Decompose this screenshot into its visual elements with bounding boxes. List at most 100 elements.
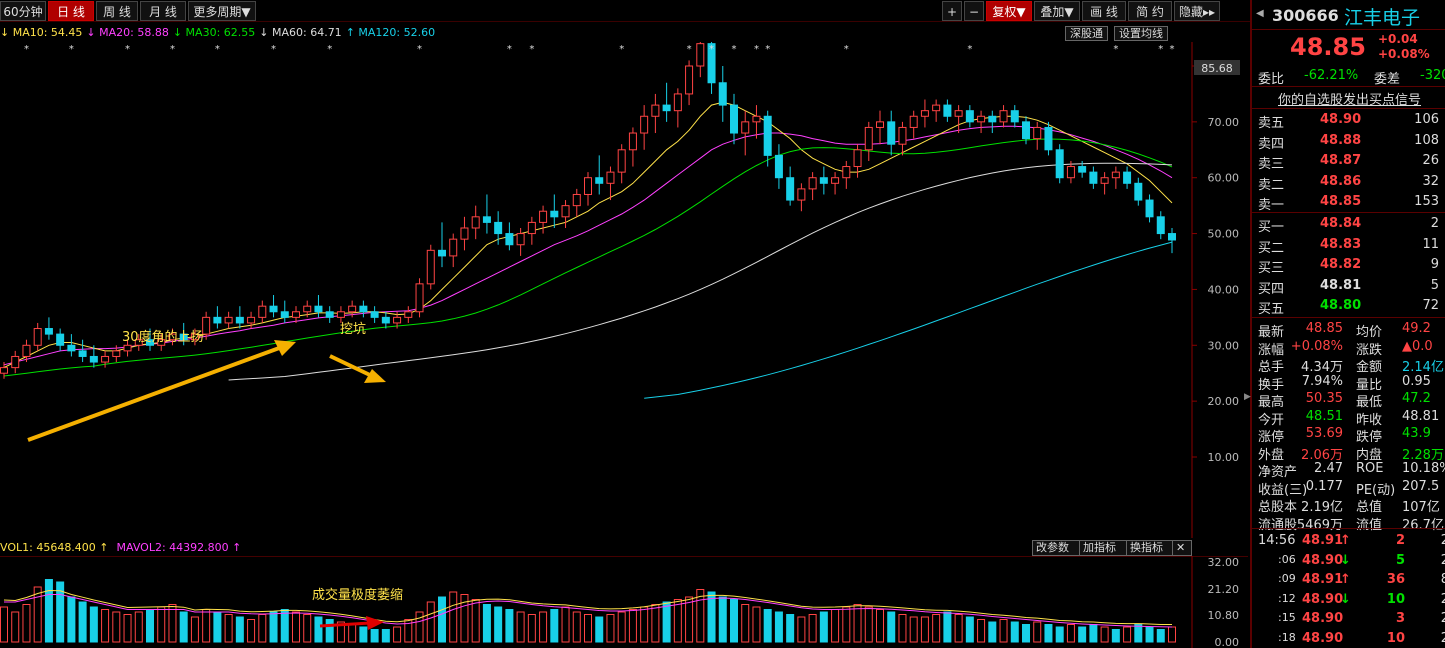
bids-price: 48.82 — [1320, 257, 1362, 272]
candle-91 — [1022, 116, 1030, 145]
candle-75 — [842, 160, 851, 189]
tick-row-4: :15 48.90 3 2 — [1252, 609, 1445, 629]
set-ma-button[interactable]: 设置均线 — [1114, 26, 1168, 41]
vol-bar-34 — [381, 629, 390, 643]
toolbar-button-6[interactable]: 隐藏▸▸ — [1174, 1, 1220, 21]
candle-56 — [628, 127, 637, 167]
event-star-15: * — [765, 44, 770, 55]
volume-chart[interactable]: 32.00 21.20 10.80 0.00 — [0, 556, 1248, 648]
bids-price: 48.84 — [1320, 216, 1362, 231]
candle-6 — [67, 334, 76, 357]
event-star-14: * — [754, 44, 759, 55]
period-tab-3[interactable]: 月 线 — [140, 1, 186, 21]
candle-77 — [864, 121, 873, 161]
vol-bar-84 — [943, 611, 952, 643]
event-star-9: * — [529, 44, 534, 55]
stat-label: 涨停 — [1258, 430, 1285, 445]
buy-signal-alert[interactable]: 你的自选股发出买点信号 — [1278, 93, 1422, 108]
stat-label: 金额 — [1356, 360, 1383, 375]
tick-volume: 2 — [1395, 533, 1405, 548]
tick-row-5: :18 48.90 10 2 — [1252, 629, 1445, 648]
event-star-0: * — [24, 44, 29, 55]
vol-button-2[interactable]: 换指标 — [1126, 540, 1176, 556]
annotation-arrow-volume — [319, 616, 384, 630]
event-star-3: * — [170, 44, 175, 55]
toolbar-button-2[interactable]: 复权▼ — [986, 1, 1032, 21]
candle-28 — [314, 295, 323, 318]
vol-bar-66 — [741, 604, 750, 643]
tick-price: 48.91 — [1302, 533, 1344, 548]
asks-label: 卖二 — [1258, 177, 1285, 193]
vol-bar-88 — [988, 621, 997, 643]
shengutong-button[interactable]: 深股通 — [1065, 26, 1108, 41]
stats-row-3: 换手 7.94% 量比 0.95 — [1252, 372, 1445, 393]
candle-48 — [539, 205, 548, 234]
event-star-18: * — [1113, 44, 1118, 55]
tick-row-0: 14:56 48.91↑ 2 2 — [1252, 531, 1445, 551]
vol-bar-71 — [797, 616, 806, 643]
vol-bar-96 — [1078, 626, 1087, 643]
candle-31 — [348, 300, 357, 318]
candle-14 — [157, 334, 166, 351]
period-tab-0[interactable]: 60分钟 — [0, 1, 46, 21]
period-tab-1[interactable]: 日 线 — [48, 1, 94, 21]
stat-value: 4.34万 — [1301, 360, 1343, 375]
collapse-arrow-icon[interactable]: ◀ — [1256, 8, 1264, 19]
vol-button-0[interactable]: 改参数 — [1032, 540, 1082, 556]
stat-label: 流通股 — [1258, 517, 1298, 533]
toolbar-button-3[interactable]: 叠加▼ — [1034, 1, 1080, 21]
candle-88 — [988, 110, 997, 134]
candle-45 — [505, 222, 514, 251]
toolbar-button-0[interactable]: + — [942, 1, 962, 21]
stats-row-9: 收益(三) 0.177 PE(动) 207.5 — [1252, 477, 1445, 498]
tick-time: :15 — [1278, 611, 1296, 624]
period-tab-4[interactable]: 更多周期▼ — [188, 1, 256, 21]
vol-bar-9 — [101, 609, 110, 643]
y-tick-label-2: 30.00 — [1208, 339, 1240, 352]
stats-row-11: 流通股 5469万 流值 26.7亿 — [1252, 512, 1445, 533]
tick-arrow-icon: ↑ — [1340, 572, 1351, 587]
ma30-line — [3, 138, 1173, 377]
vol-bar-50 — [561, 606, 570, 643]
tick-row-2: :09 48.91↑ 36 8 — [1252, 570, 1445, 590]
vol-button-3[interactable]: ✕ — [1172, 540, 1192, 556]
stat-value: 2.14亿 — [1402, 360, 1444, 375]
bids-price: 48.83 — [1320, 236, 1362, 252]
stat-label: 跌停 — [1356, 430, 1383, 445]
stat-label: 今开 — [1258, 412, 1285, 428]
tick-time: :12 — [1278, 591, 1296, 605]
event-star-4: * — [215, 44, 220, 55]
vol-button-1[interactable]: 加指标 — [1079, 540, 1129, 556]
stat-value: 2.47 — [1314, 461, 1343, 476]
toolbar-button-1[interactable]: − — [964, 1, 984, 21]
y-tick-label-6: 70.00 — [1208, 116, 1240, 129]
vol-tick-label-2: 10.80 — [1208, 609, 1240, 622]
vol-bar-90 — [1010, 621, 1019, 643]
candlestick-chart[interactable]: 10.0020.0030.0040.0050.0060.0070.0080.00… — [0, 42, 1248, 538]
stat-label: 内盘 — [1356, 447, 1383, 463]
toolbar-button-5[interactable]: 简 约 — [1128, 1, 1172, 21]
asks-volume: 108 — [1414, 132, 1439, 148]
vol-bar-91 — [1022, 624, 1030, 643]
stats-row-6: 涨停 53.69 跌停 43.9 — [1252, 424, 1445, 445]
vol-bar-92 — [1033, 621, 1042, 643]
candle-29 — [325, 306, 334, 323]
stats-row-7: 外盘 2.06万 内盘 2.28万 — [1252, 442, 1445, 463]
vol-bar-31 — [348, 624, 357, 643]
vol-bar-74 — [831, 609, 840, 643]
vol-bar-58 — [651, 604, 660, 643]
candle-50 — [561, 200, 570, 228]
candle-36 — [404, 306, 413, 323]
ma60-line — [228, 162, 1173, 381]
stats-row-8: 净资产 2.47 ROE 10.18% — [1252, 459, 1445, 480]
candle-102 — [1145, 194, 1154, 223]
candle-58 — [651, 93, 660, 134]
period-tab-2[interactable]: 周 线 — [96, 1, 138, 21]
ma120-line — [644, 241, 1173, 399]
vol-bar-55 — [617, 611, 626, 643]
ma-legend-4: ↑ MA120: 52.60 — [345, 26, 436, 39]
bids-row-0: 买一 48.84 2 — [1252, 214, 1445, 235]
toolbar-button-4[interactable]: 画 线 — [1082, 1, 1126, 21]
ma-legend-1: ↓ MA20: 58.88 — [86, 26, 169, 39]
panel-splitter-handle[interactable]: ▶ — [1244, 392, 1251, 402]
